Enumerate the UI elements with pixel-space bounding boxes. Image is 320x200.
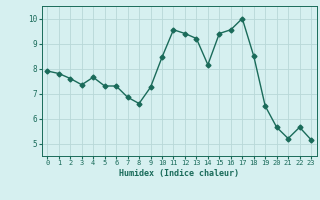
X-axis label: Humidex (Indice chaleur): Humidex (Indice chaleur) (119, 169, 239, 178)
